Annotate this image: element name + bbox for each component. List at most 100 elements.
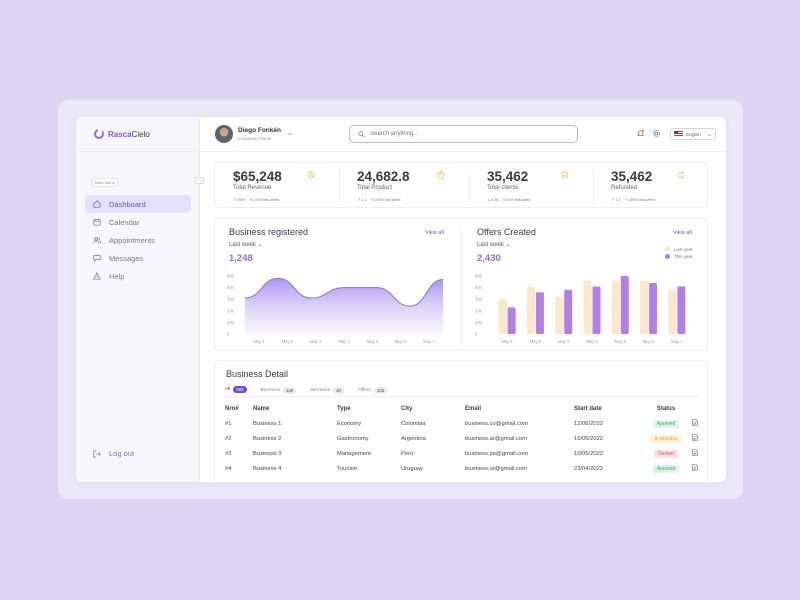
stat-total-clients: 35,462 Total clients ↘ 2.56 0.01% this w… <box>469 163 593 209</box>
collapse-sidebar-button[interactable]: ↔ <box>195 177 204 184</box>
business-view-all-link[interactable]: View all <box>425 230 444 236</box>
status-badge: In process <box>650 434 682 443</box>
tab-count-badge: 30 <box>333 386 344 394</box>
sidebar-item-help[interactable]: Help <box>85 267 191 285</box>
business-period-label: Last week <box>229 242 257 248</box>
offers-total: 2,430 <box>477 253 501 264</box>
avatar[interactable] <box>215 125 233 143</box>
cell-nro: #4 <box>225 465 232 472</box>
column-header[interactable]: Nro# <box>225 406 239 412</box>
business-total: 1,248 <box>229 253 253 264</box>
x-tick-label: May 6 <box>395 339 407 344</box>
status-badge: Denied <box>654 449 678 458</box>
bell-icon[interactable] <box>636 129 645 138</box>
sidebar: RascaCielo Main Menu ↔ Dashboard Calendar… <box>76 117 204 482</box>
search-input[interactable] <box>370 131 570 137</box>
logo[interactable]: RascaCielo <box>94 129 150 139</box>
column-header[interactable]: Status <box>656 406 676 412</box>
column-header[interactable]: City <box>401 406 413 412</box>
x-tick-label: May 5 <box>367 339 379 344</box>
sidebar-item-messages[interactable]: Messages <box>85 249 191 267</box>
cell-city: Colombia <box>401 420 426 427</box>
trend-arrow-icon: ↗ <box>233 198 237 202</box>
column-header[interactable]: Start date <box>574 406 602 412</box>
y-tick-label: 500 <box>227 274 235 279</box>
cell-city: Perú <box>401 450 414 457</box>
y-tick-label: 300 <box>475 297 483 302</box>
x-tick-label: May 3 <box>558 339 570 344</box>
column-header[interactable]: Email <box>465 406 482 412</box>
business-area-chart: 0 100 200 300 400 500 May 1 May 2 May 3 May 4 May … <box>227 274 444 344</box>
cell-type: Gastronomy <box>337 435 369 442</box>
offers-period-select[interactable]: Last week ⌄ <box>477 241 511 248</box>
sidebar-item-calendar[interactable]: Calendar <box>85 213 191 231</box>
language-label: English <box>686 131 701 137</box>
bar-last-year[interactable] <box>555 296 564 334</box>
tab-label: Offers <box>357 387 371 393</box>
bar-this-year[interactable] <box>507 307 516 334</box>
tab-label: Members <box>310 387 331 393</box>
cell-start: 12/06/2022 <box>574 420 604 427</box>
stat-label: Total clients <box>487 185 519 191</box>
search-icon <box>358 130 365 138</box>
column-header[interactable]: Type <box>337 406 351 412</box>
document-icon[interactable] <box>692 464 698 471</box>
bar-last-year[interactable] <box>526 286 535 334</box>
stat-divider <box>593 169 594 203</box>
y-tick-label: 0 <box>475 332 478 337</box>
language-select[interactable]: English ⌄ <box>670 128 716 140</box>
table-row[interactable]: #3 Business 3 Management Perú business.pe@gm… <box>225 446 706 461</box>
tab-business[interactable]: Business 140 <box>261 386 297 397</box>
bar-this-year[interactable] <box>649 282 658 334</box>
offers-view-all-link[interactable]: View all <box>673 230 692 236</box>
bar-this-year[interactable] <box>592 286 601 334</box>
tabs-divider <box>225 396 699 397</box>
sidebar-item-label: Messages <box>109 253 144 263</box>
sidebar-item-appointments[interactable]: Appointments <box>85 231 191 249</box>
bar-this-year[interactable] <box>535 292 544 334</box>
document-icon[interactable] <box>692 449 698 456</box>
y-tick-label: 400 <box>227 285 235 290</box>
business-period-select[interactable]: Last week ⌄ <box>229 241 263 248</box>
bar-this-year[interactable] <box>564 289 573 334</box>
user-name[interactable]: Diego Fonkén <box>238 127 281 134</box>
table-row[interactable]: #2 Business 2 Gastronomy Argentina business.… <box>225 431 706 446</box>
cell-status: Aproved <box>640 461 692 476</box>
charts-card: Business registered View all Last week ⌄… <box>214 218 708 351</box>
bar-last-year[interactable] <box>668 289 677 334</box>
bar-last-year[interactable] <box>611 280 620 334</box>
offers-bar-chart: 0 100 200 300 400 500 May 1 May 2 May 3 May 4 May … <box>475 274 686 344</box>
bar-last-year[interactable] <box>498 299 507 334</box>
cell-status: Denied <box>640 446 692 461</box>
table-row[interactable]: #4 Business 4 Tourism Uruguay business.ur@gm… <box>225 461 706 476</box>
logout-button[interactable]: Log out <box>93 449 134 458</box>
logout-label: Log out <box>109 449 135 458</box>
y-tick-label: 100 <box>227 320 235 325</box>
document-icon[interactable] <box>692 434 698 441</box>
stat-trend: ↗ 25% +1.03% this week <box>233 197 279 202</box>
stat-value: 24,682.8 <box>357 169 410 184</box>
stat-value: 35,462 <box>487 169 529 184</box>
document-icon[interactable] <box>692 419 698 426</box>
tab-count-badge: 140 <box>282 386 297 394</box>
bar-this-year[interactable] <box>620 276 629 334</box>
table-header-row: Nro# Name Type City Email Start date Status <box>225 402 706 416</box>
stat-label: Total Revenue <box>233 185 272 191</box>
bar-last-year[interactable] <box>640 280 649 334</box>
users-icon <box>93 237 101 244</box>
refresh-icon <box>677 171 685 179</box>
bar-last-year[interactable] <box>583 280 592 334</box>
tab-members[interactable]: Members 30 <box>310 386 344 397</box>
tab-offers[interactable]: Offers 105 <box>357 386 388 397</box>
column-header[interactable]: Name <box>253 406 270 412</box>
x-tick-label: May 2 <box>530 339 542 344</box>
sidebar-item-dashboard[interactable]: Dashboard <box>85 195 191 213</box>
chevron-down-icon[interactable]: ⌄ <box>287 130 293 137</box>
bar-this-year[interactable] <box>677 286 686 334</box>
cell-nro: #1 <box>225 420 232 427</box>
search-bar[interactable] <box>349 125 578 143</box>
stat-value: 35,462 <box>611 169 653 184</box>
trend-arrow-icon: ↘ <box>487 198 491 202</box>
table-row[interactable]: #1 Business 1 Economy Colombia business.co@g… <box>225 416 706 431</box>
gear-icon[interactable] <box>652 129 661 138</box>
